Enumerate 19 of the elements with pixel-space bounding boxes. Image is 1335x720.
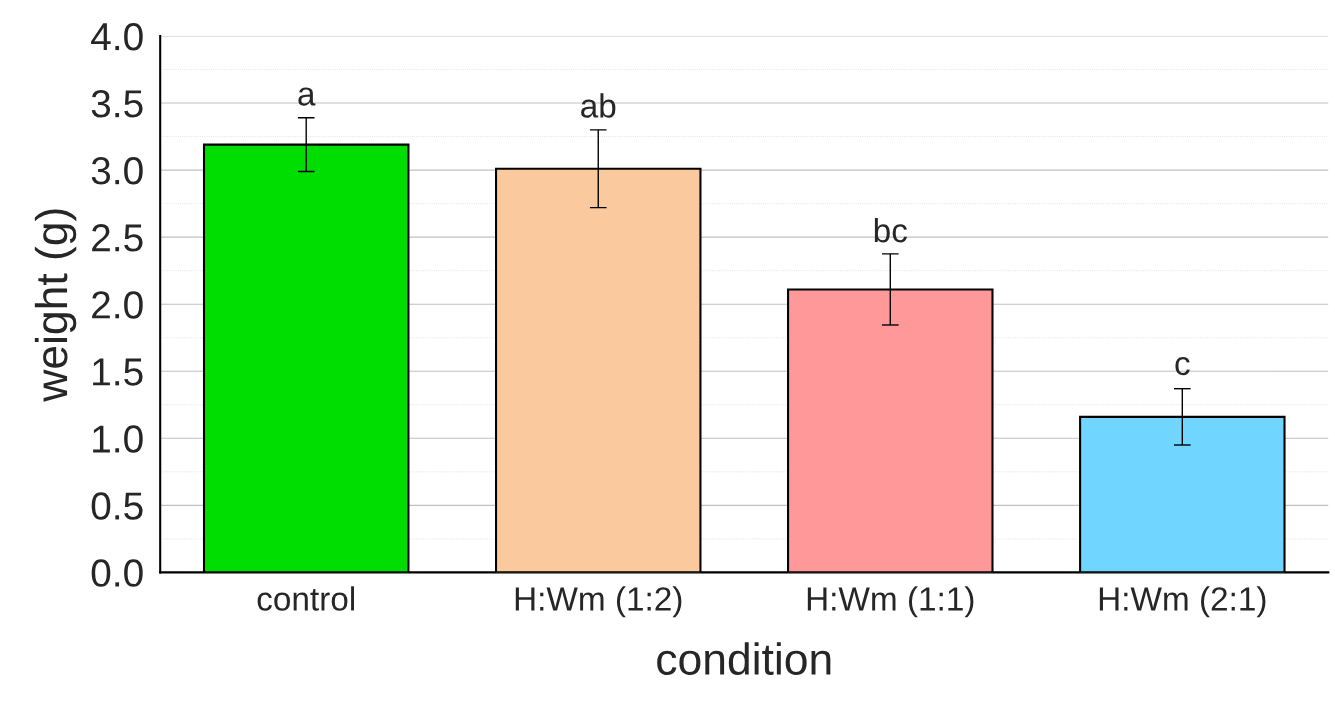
annotation: bc [874, 217, 907, 243]
annotation: a [298, 87, 316, 106]
y-tick-label: 1.0 [93, 425, 143, 453]
y-tick-label: 3.5 [91, 89, 143, 118]
y-tick-label: 1.5 [93, 358, 143, 386]
x-tick-label: H:Wm (1:1) [807, 586, 974, 618]
x-axis-title: condition [657, 642, 831, 676]
y-tick-label: 0.5 [91, 492, 143, 520]
x-tick-label: control [257, 586, 355, 611]
annotation: ab [581, 93, 616, 118]
annotation: c [1175, 356, 1190, 376]
x-tick-label: H:Wm (1:2) [515, 586, 682, 618]
y-tick-label: 4.0 [91, 22, 143, 51]
y-tick-label: 2.0 [92, 291, 143, 319]
x-tick-label: H:Wm (2:1) [1099, 586, 1266, 618]
y-axis-title: weight (g) [34, 209, 77, 402]
y-tick-label: 2.5 [92, 224, 143, 252]
y-tick-label: 0.0 [91, 559, 143, 587]
y-tick-label: 3.0 [91, 157, 143, 185]
